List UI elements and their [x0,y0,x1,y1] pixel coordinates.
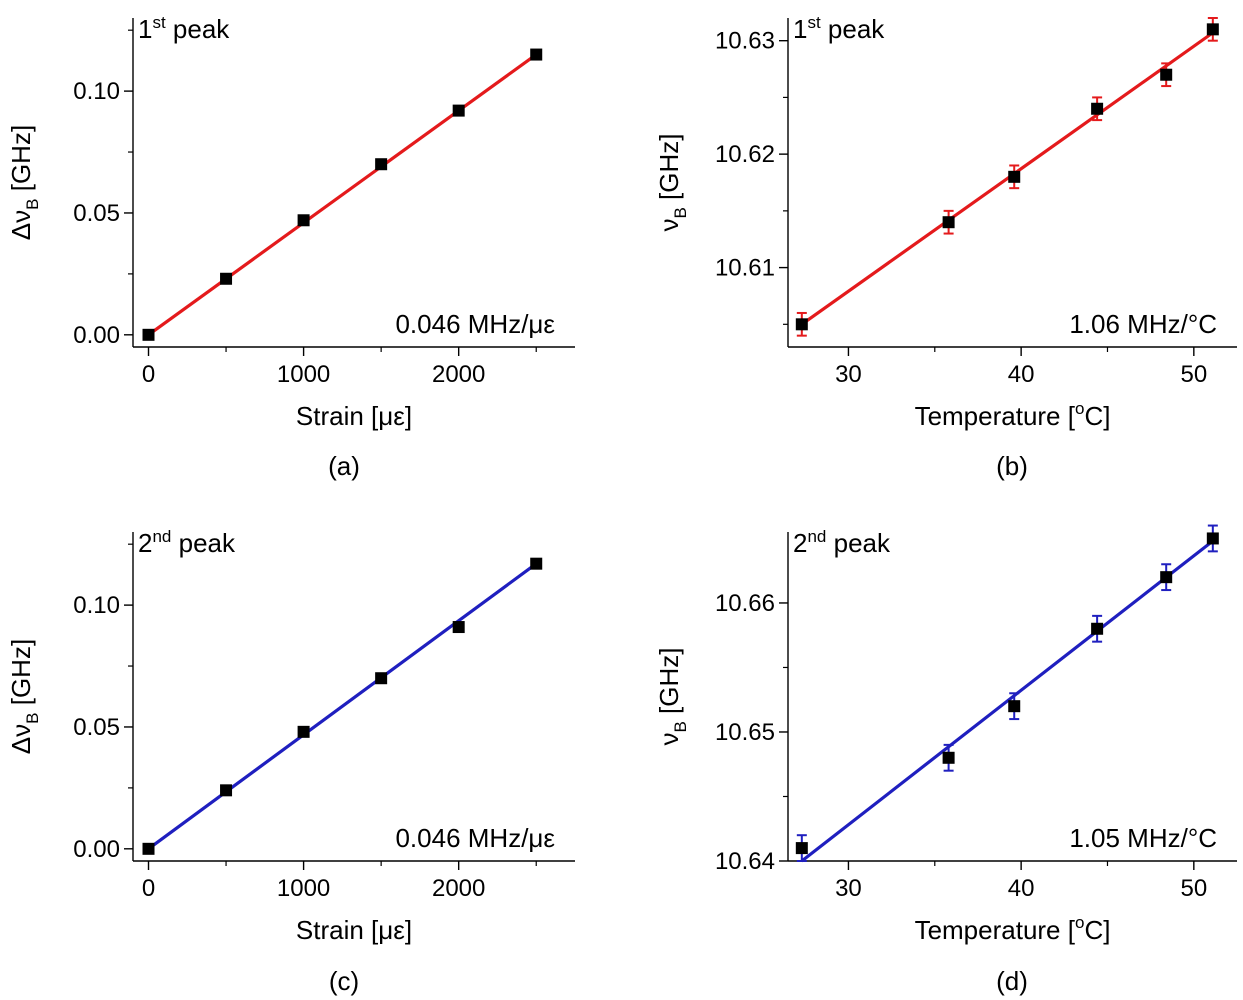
fit-line [147,562,538,851]
data-point [942,216,955,229]
fit-line [147,53,538,337]
data-point [297,725,310,738]
x-tick-label: 1000 [277,361,330,388]
data-point [1206,532,1219,545]
data-point [1160,571,1173,584]
data-point [942,751,955,764]
y-tick-label: 10.64 [715,848,775,875]
y-tick-label: 0.00 [73,322,120,349]
fit-line [800,539,1214,863]
x-axis-title: Temperature [oC] [915,913,1111,945]
data-point [297,214,310,227]
data-point [530,557,543,570]
x-tick-label: 0 [142,361,155,388]
peak-label: 1st peak [793,13,885,44]
x-tick-label: 0 [142,875,155,902]
y-tick-label: 10.66 [715,590,775,617]
data-point [452,621,465,634]
slope-annotation: 1.05 MHz/°C [1069,823,1217,853]
y-tick-label: 10.65 [715,719,775,746]
x-tick-label: 50 [1180,361,1207,388]
y-tick-label: 10.61 [715,255,775,282]
panel-label: (c) [329,966,359,996]
slope-annotation: 0.046 MHz/με [395,823,555,853]
panel-label: (b) [996,451,1028,481]
slope-annotation: 0.046 MHz/με [395,309,555,339]
panel-label: (a) [328,451,360,481]
data-point [375,158,388,171]
panel-c: 0 1000 2000 0.00 0.05 0.10 Strain [με] ΔνB [GHz… [6,527,575,996]
data-point [142,328,155,341]
y-tick-label: 0.00 [73,836,120,863]
y-tick-label: 0.05 [73,714,120,741]
y-tick-label: 10.62 [715,141,775,168]
x-tick-label: 1000 [277,875,330,902]
panel-b: 30 40 50 10.61 10.62 10.63 Temperature [oC] νB … [654,13,1237,481]
peak-label: 2nd peak [138,527,236,558]
data-point [375,672,388,685]
y-axis-title: ΔνB [GHz] [6,639,42,754]
y-axis-title: νB [GHz] [654,133,690,231]
data-point [1091,102,1104,115]
fit-line [800,31,1214,326]
x-tick-label: 40 [1008,875,1035,902]
x-tick-label: 50 [1180,875,1207,902]
slope-annotation: 1.06 MHz/°C [1069,309,1217,339]
data-point [220,784,233,797]
y-tick-label: 10.63 [715,28,775,55]
data-point [220,272,233,285]
panel-d: 30 40 50 10.64 10.65 10.66 Temperature [oC] νB … [654,524,1237,996]
data-point [795,318,808,331]
data-point [1206,23,1219,36]
x-tick-label: 30 [835,875,862,902]
y-axis-title: νB [GHz] [654,647,690,745]
x-axis-title: Strain [με] [296,915,412,945]
x-axis-title: Strain [με] [296,401,412,431]
panel-a: 0 1000 2000 0.00 0.05 0.10 Strain [με] ΔνB [GHz… [6,13,575,481]
x-tick-label: 30 [835,361,862,388]
data-point [1091,622,1104,635]
data-point [1008,170,1021,183]
y-tick-label: 0.10 [73,78,120,105]
data-point [1160,68,1173,81]
data-point [1008,700,1021,713]
peak-label: 2nd peak [793,527,891,558]
x-tick-label: 40 [1008,361,1035,388]
y-tick-label: 0.05 [73,200,120,227]
x-axis-title: Temperature [oC] [915,399,1111,431]
data-point [795,842,808,855]
y-tick-label: 0.10 [73,592,120,619]
x-tick-label: 2000 [432,361,485,388]
panel-label: (d) [996,966,1028,996]
y-axis-title: ΔνB [GHz] [6,125,42,240]
x-tick-label: 2000 [432,875,485,902]
data-point [530,48,543,61]
data-point [452,104,465,117]
data-point [142,842,155,855]
peak-label: 1st peak [138,13,230,44]
